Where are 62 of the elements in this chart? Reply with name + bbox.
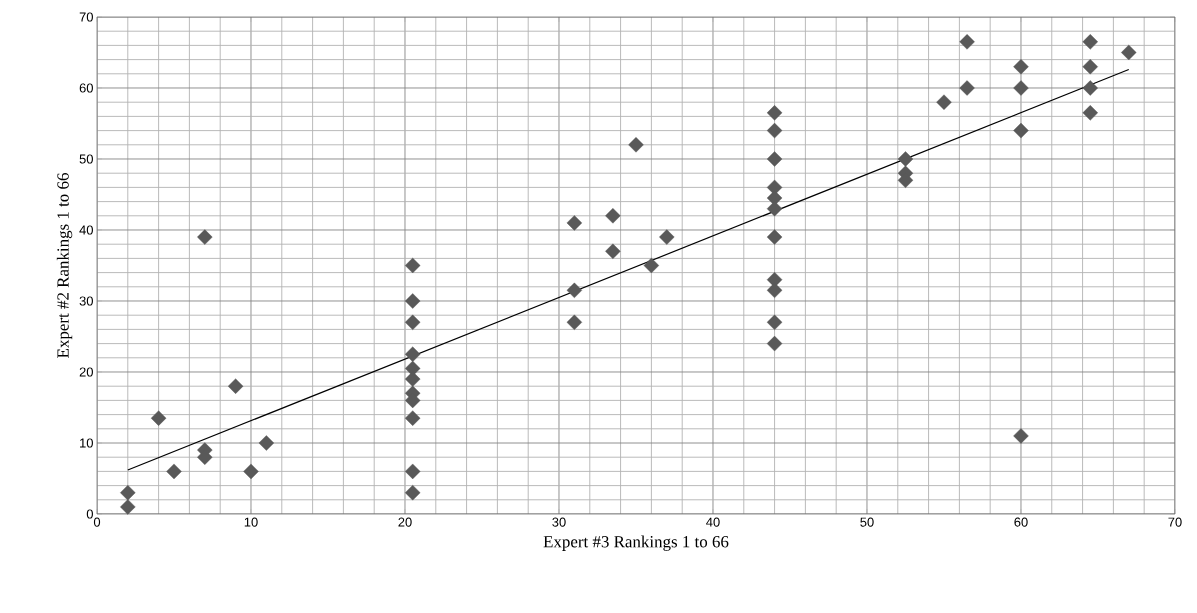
point — [605, 243, 621, 259]
point — [766, 105, 783, 121]
point — [405, 257, 421, 274]
point — [766, 229, 783, 245]
point — [405, 371, 421, 387]
point — [897, 151, 914, 167]
point — [150, 410, 167, 426]
point — [405, 346, 421, 362]
point — [405, 314, 421, 330]
point — [766, 201, 783, 217]
point — [959, 80, 975, 96]
point — [1013, 428, 1029, 444]
point — [405, 410, 421, 426]
x-tick-label: 60 — [1014, 517, 1028, 527]
point — [1121, 44, 1137, 61]
point — [566, 215, 583, 231]
point — [1082, 105, 1098, 121]
point — [1013, 59, 1029, 75]
y-tick-label: 30 — [79, 296, 93, 306]
point — [766, 314, 783, 330]
point — [405, 293, 421, 309]
point — [120, 485, 136, 501]
y-tick-label: 50 — [79, 154, 93, 164]
point — [659, 229, 675, 245]
x-axis-title: Expert #3 Rankings 1 to 66 — [543, 535, 729, 551]
point — [566, 282, 583, 299]
point — [1082, 34, 1098, 50]
point — [643, 257, 660, 274]
point — [936, 94, 952, 110]
y-tick-label: 20 — [79, 367, 93, 377]
point — [1082, 80, 1098, 96]
point — [766, 122, 783, 139]
point — [120, 499, 136, 515]
point — [1013, 80, 1029, 96]
point — [1013, 122, 1029, 139]
y-tick-label: 40 — [79, 225, 93, 235]
point — [566, 314, 583, 330]
x-tick-label: 0 — [93, 517, 101, 527]
point — [243, 463, 259, 480]
point — [258, 435, 275, 451]
point — [766, 151, 783, 167]
x-tick-label: 70 — [1168, 517, 1182, 527]
x-tick-label: 40 — [706, 517, 720, 527]
point — [628, 137, 644, 153]
x-tick-label: 10 — [244, 517, 258, 527]
x-tick-label: 20 — [398, 517, 412, 527]
y-tick-label: 60 — [79, 83, 93, 93]
y-tick-label: 0 — [86, 509, 93, 519]
point — [405, 485, 421, 501]
point — [197, 229, 213, 245]
point — [959, 34, 975, 50]
x-tick-label: 50 — [860, 517, 874, 527]
point — [227, 378, 244, 394]
point — [166, 463, 182, 480]
y-axis-title: Expert #2 Rankings 1 to 66 — [56, 173, 73, 358]
y-tick-label: 70 — [79, 12, 93, 22]
point — [605, 208, 621, 224]
y-tick-label: 10 — [80, 438, 93, 448]
x-tick-label: 30 — [552, 517, 566, 527]
point — [405, 463, 421, 480]
point — [1082, 59, 1098, 75]
point — [766, 335, 783, 352]
